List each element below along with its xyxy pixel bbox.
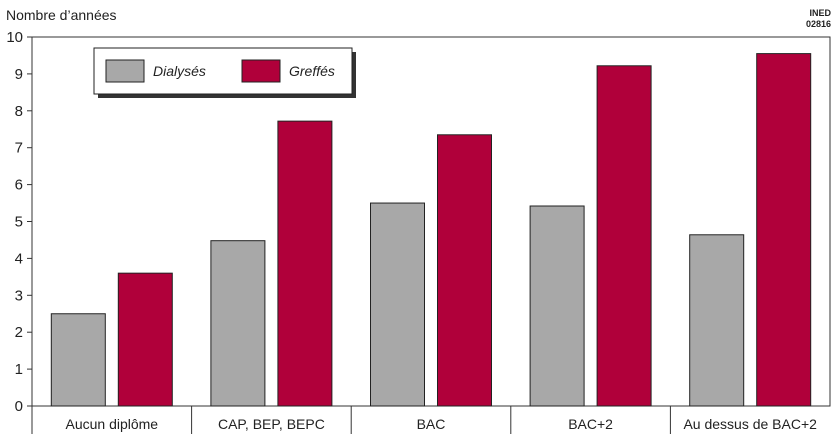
plot-area: 0 1 2 3 4 5 6 7 8 9 10 Aucun diplôme CAP, BEP, BEPC B…	[6, 29, 831, 434]
bar-dialyses	[689, 234, 745, 407]
legend-label-dialyses: Dialysés	[153, 63, 206, 79]
bar-greffes	[596, 65, 652, 407]
y-tick-label: 1	[15, 361, 23, 378]
bar-greffes	[277, 120, 333, 407]
y-tick-label: 2	[15, 324, 23, 341]
y-tick-label: 5	[15, 214, 23, 231]
y-tick-label: 8	[15, 103, 23, 120]
x-category-label: Aucun diplôme	[65, 416, 158, 432]
y-tick-label: 10	[6, 29, 23, 46]
y-tick-label: 6	[15, 177, 23, 194]
y-axis-title: Nombre d’années	[6, 7, 117, 23]
bar-dialyses	[529, 205, 585, 407]
bar-dialyses	[210, 240, 266, 407]
x-category-label: CAP, BEP, BEPC	[218, 416, 325, 432]
bar-greffes	[756, 53, 812, 407]
legend: Dialysés Greffés	[93, 47, 356, 98]
y-tick-label: 3	[15, 287, 23, 304]
legend-swatch-dialyses	[105, 59, 145, 83]
y-tick-label: 7	[15, 140, 23, 157]
legend-swatch-greffes	[241, 59, 281, 83]
bar-greffes	[437, 134, 492, 407]
x-category-label: BAC	[417, 416, 446, 432]
bar-dialyses	[50, 313, 106, 407]
source-label-code: 02816	[806, 19, 831, 29]
bar-dialyses	[370, 202, 425, 407]
bar-greffes	[117, 272, 173, 407]
source-label-line1: INED	[809, 8, 831, 18]
y-tick-label: 0	[15, 398, 23, 415]
legend-label-greffes: Greffés	[289, 63, 335, 79]
x-category-label: Au dessus de BAC+2	[683, 416, 817, 432]
y-tick-label: 9	[15, 66, 23, 83]
x-category-label: BAC+2	[568, 416, 613, 432]
y-tick-label: 4	[15, 250, 23, 267]
